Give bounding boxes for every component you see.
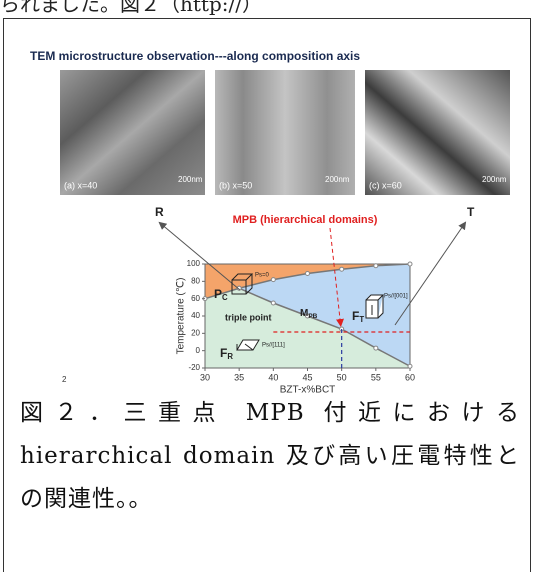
- boundary-point: [305, 313, 310, 319]
- y-tick-label: 100: [187, 259, 201, 268]
- x-tick-label: 60: [405, 372, 415, 382]
- ps-label: Ps//[111]: [262, 343, 285, 349]
- y-axis-title: Temperature (℃): [176, 278, 187, 355]
- phase-pc-main: P: [214, 287, 222, 301]
- phase-ft-main: F: [352, 309, 359, 323]
- scale-label: 200nm: [325, 175, 350, 184]
- y-tick-label: 0: [196, 346, 201, 355]
- y-tick-label: 40: [191, 311, 200, 320]
- ps-label: Ps=0: [255, 273, 270, 279]
- boundary-point: [407, 261, 413, 267]
- boundary-point: [407, 363, 413, 369]
- rhombo-icon: [236, 339, 260, 351]
- x-tick-label: 35: [234, 372, 244, 382]
- boundary-point: [373, 263, 379, 269]
- arrow: [158, 221, 241, 291]
- top-text: られました。図２（http://）: [0, 0, 262, 16]
- phase-pc: PC: [214, 287, 228, 302]
- arrow: [394, 221, 467, 326]
- ps-label: Ps//[001]: [384, 294, 408, 300]
- caption: 図２．三重点 MPB 付近における hierarchical domain 及び…: [20, 400, 520, 512]
- region-cubic: [205, 264, 410, 299]
- image-label: (a) x=40: [64, 180, 97, 190]
- phase-ft: FT: [352, 309, 364, 324]
- arrow-label: T: [467, 205, 475, 219]
- image-label: (c) x=60: [369, 180, 402, 190]
- phase-mpb-main: M: [300, 308, 308, 319]
- phase-fr-main: F: [220, 346, 227, 360]
- cube-icon: [231, 273, 254, 295]
- y-tick-label: 20: [191, 328, 200, 337]
- scale-label: 200nm: [178, 175, 203, 184]
- phase-fr: FR: [220, 346, 233, 361]
- triple-point-label: triple point: [225, 312, 272, 322]
- x-axis-title: BZT-x%BCT: [280, 385, 336, 396]
- arrow-label: R: [155, 205, 164, 219]
- scale-label: 200nm: [482, 175, 507, 184]
- boundary-point: [373, 345, 379, 351]
- phase-diagram: 30 35 40 45 50 55 60 -20 0 20 40 60 80 100 BZT-x%BCT Te…: [155, 205, 475, 395]
- x-tick-label: 30: [200, 372, 210, 382]
- boundary-point: [270, 300, 276, 306]
- tem-image: [365, 70, 510, 195]
- figure-number: 2: [62, 375, 67, 384]
- y-tick-label: 60: [191, 294, 200, 303]
- tem-image: [215, 70, 355, 195]
- y-tick-label: -20: [188, 363, 200, 372]
- tetragonal-icon: [365, 294, 385, 319]
- figure-title: TEM microstructure observation---along c…: [30, 49, 360, 63]
- phase-fr-sub: R: [227, 352, 233, 361]
- boundary-point: [305, 271, 310, 277]
- y-tick-label: 80: [191, 276, 200, 285]
- image-label: (b) x=50: [219, 180, 252, 190]
- phase-mpb: MPB: [300, 308, 318, 320]
- x-tick-label: 50: [337, 372, 347, 382]
- phase-mpb-sub: PB: [308, 313, 317, 320]
- x-tick-label: 55: [371, 372, 381, 382]
- phase-ft-sub: T: [359, 315, 364, 324]
- x-tick-label: 45: [302, 372, 312, 382]
- tem-image: [60, 70, 205, 195]
- phase-boundary: [238, 287, 411, 367]
- phase-pc-sub: C: [222, 293, 228, 302]
- x-tick-label: 40: [268, 372, 278, 382]
- mpb-arrow: [329, 227, 344, 327]
- mpb-label: MPB (hierarchical domains): [233, 214, 378, 226]
- region-tetragonal: [239, 264, 410, 367]
- boundary-point: [270, 277, 276, 283]
- frame: [3, 18, 531, 572]
- boundary-point: [339, 266, 345, 272]
